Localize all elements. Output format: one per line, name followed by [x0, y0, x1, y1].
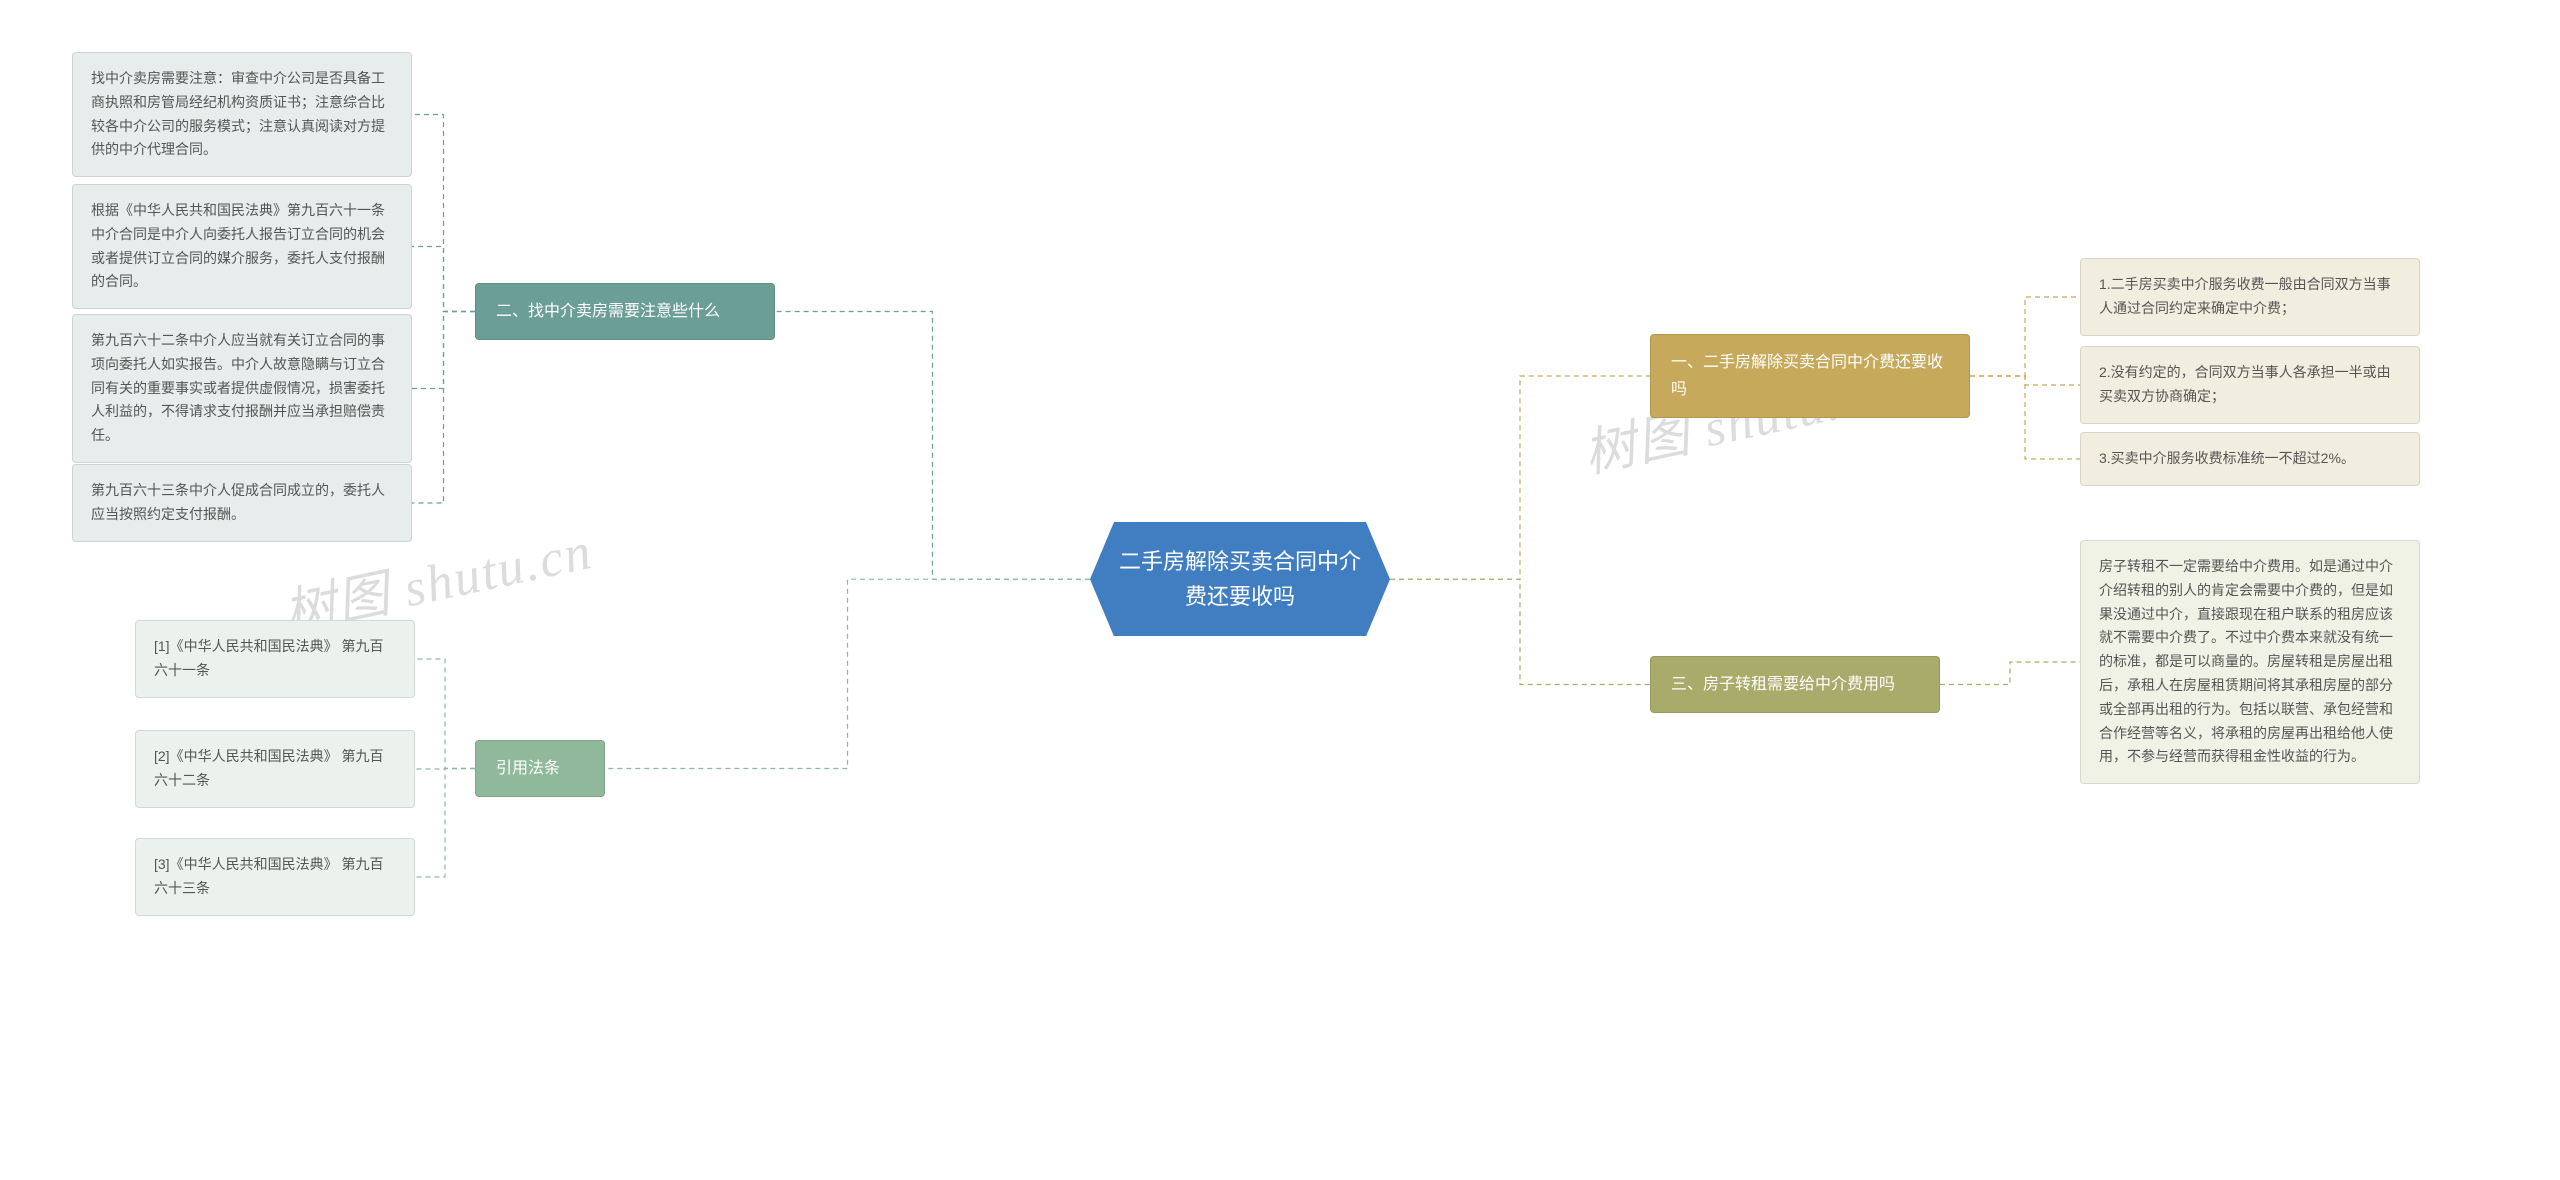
leaf-b1-2: 3.买卖中介服务收费标准统一不超过2%。 — [2080, 432, 2420, 486]
leaf-b3-0: 房子转租不一定需要给中介费用。如是通过中介介绍转租的别人的肯定会需要中介费的，但… — [2080, 540, 2420, 784]
branch-b1: 一、二手房解除买卖合同中介费还要收吗 — [1650, 334, 1970, 418]
leaf-b2-2: 第九百六十二条中介人应当就有关订立合同的事项向委托人如实报告。中介人故意隐瞒与订… — [72, 314, 412, 463]
leaf-b2-3: 第九百六十三条中介人促成合同成立的，委托人应当按照约定支付报酬。 — [72, 464, 412, 542]
leaf-b4-1: [2]《中华人民共和国民法典》 第九百六十二条 — [135, 730, 415, 808]
branch-b3: 三、房子转租需要给中介费用吗 — [1650, 656, 1940, 713]
leaf-b1-1: 2.没有约定的，合同双方当事人各承担一半或由买卖双方协商确定； — [2080, 346, 2420, 424]
leaf-b4-2: [3]《中华人民共和国民法典》 第九百六十三条 — [135, 838, 415, 916]
leaf-b2-0: 找中介卖房需要注意：审查中介公司是否具备工商执照和房管局经纪机构资质证书；注意综… — [72, 52, 412, 177]
leaf-b1-0: 1.二手房买卖中介服务收费一般由合同双方当事人通过合同约定来确定中介费； — [2080, 258, 2420, 336]
branch-b4: 引用法条 — [475, 740, 605, 797]
branch-b2: 二、找中介卖房需要注意些什么 — [475, 283, 775, 340]
leaf-b4-0: [1]《中华人民共和国民法典》 第九百六十一条 — [135, 620, 415, 698]
leaf-b2-1: 根据《中华人民共和国民法典》第九百六十一条 中介合同是中介人向委托人报告订立合同… — [72, 184, 412, 309]
root-node: 二手房解除买卖合同中介费还要收吗 — [1090, 522, 1390, 636]
